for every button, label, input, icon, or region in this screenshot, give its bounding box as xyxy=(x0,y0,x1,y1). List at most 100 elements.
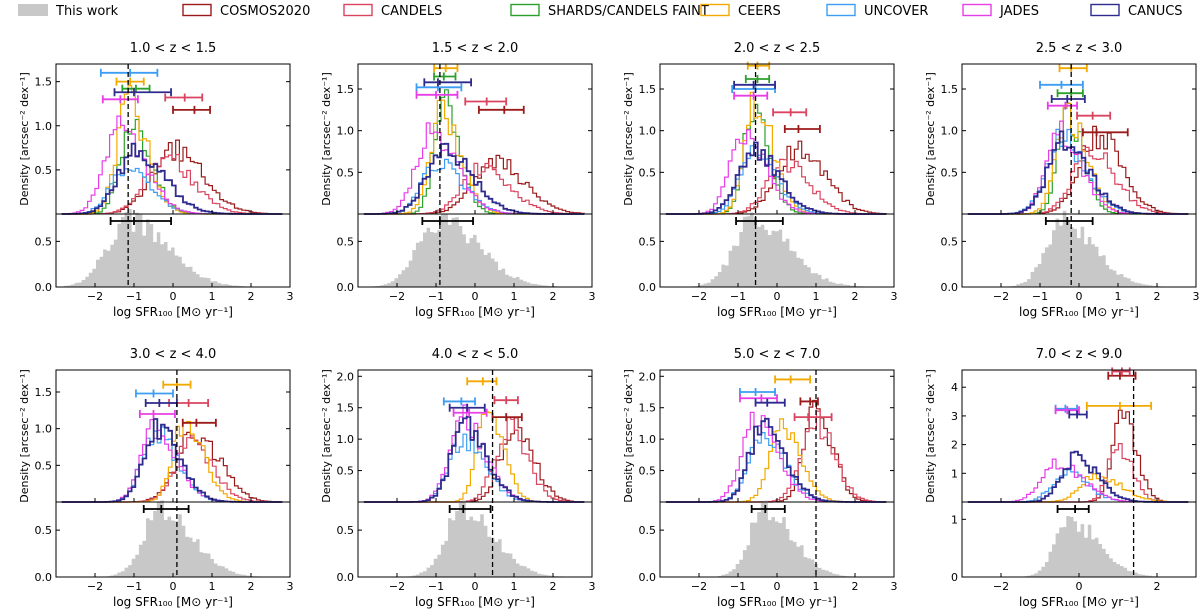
ytick-label-bottom: 0.5 xyxy=(639,524,657,537)
xtick-label: 0 xyxy=(1076,290,1083,303)
errorbar-ceers xyxy=(746,61,771,70)
legend-label-jades: JADES xyxy=(999,4,1039,19)
ytick-label-top: 1.5 xyxy=(337,402,355,415)
legend-swatch-ceers xyxy=(700,3,730,17)
legend-swatch-jades xyxy=(962,3,992,17)
xlabel: log SFR₁₀₀ [M⊙ yr⁻¹] xyxy=(1019,305,1139,319)
histogram-shards-candels-faint xyxy=(61,118,283,215)
ytick-label-top: 1.5 xyxy=(35,386,53,399)
ytick-label-bottom: 0.0 xyxy=(337,571,355,584)
histogram-candels xyxy=(665,410,887,503)
survey-histograms xyxy=(61,418,283,503)
errorbar-uncover xyxy=(442,397,476,406)
errorbar-this-work xyxy=(750,505,786,513)
xtick-label: 3 xyxy=(589,290,596,303)
xtick-label: −1 xyxy=(730,580,746,593)
errorbar-ceers xyxy=(115,77,145,86)
errorbar-canucs xyxy=(113,88,172,97)
xlabel: log SFR₁₀₀ [M⊙ yr⁻¹] xyxy=(717,595,837,609)
errorbar-ceers xyxy=(1085,401,1153,410)
xtick-label: 1 xyxy=(1115,290,1122,303)
panel-title: 7.0 < z < 9.0 xyxy=(1036,347,1123,362)
xtick-label: 0 xyxy=(1076,580,1083,593)
ytick-label-top: 0.5 xyxy=(337,166,355,179)
xtick-label: 3 xyxy=(891,290,898,303)
errorbar-shards-candels-faint xyxy=(1056,89,1084,98)
ytick-label-bottom: 0.0 xyxy=(337,281,355,294)
ytick-label-top: 2 xyxy=(951,439,958,452)
histogram-ceers xyxy=(665,91,887,215)
ytick-label-bottom: 0.5 xyxy=(639,235,657,248)
survey-histograms xyxy=(363,404,585,503)
errorbar-cosmos2020 xyxy=(799,397,819,406)
ytick-label-bottom: 0.5 xyxy=(337,524,355,537)
survey-errorbars xyxy=(731,61,821,133)
xtick-label: 0 xyxy=(170,580,177,593)
survey-errorbars xyxy=(135,380,217,427)
legend-label-uncover: UNCOVER xyxy=(864,4,928,19)
errorbar-uncover xyxy=(1054,404,1078,413)
histogram-this-work xyxy=(63,500,279,577)
survey-histograms xyxy=(363,89,585,215)
histogram-this-work xyxy=(63,209,279,287)
ytick-label-top: 1 xyxy=(951,467,958,480)
ytick-label-bottom: 0.0 xyxy=(35,571,53,584)
errorbar-candels xyxy=(1111,367,1131,376)
xtick-label: −1 xyxy=(126,580,142,593)
panel-title: 1.5 < z < 2.0 xyxy=(432,41,519,56)
survey-histograms xyxy=(967,409,1189,503)
xtick-label: 2 xyxy=(1154,580,1161,593)
panels: 1.0 < z < 1.5 0.5 1.0 1.5 0.0 0.5 −2 −1 0 1 2 3 Dens… xyxy=(18,41,1200,609)
errorbar-candels xyxy=(464,97,508,106)
panel-5: 3.0 < z < 4.0 0.5 1.0 1.5 0.0 0.5 −2 −1 0 1 2 3 Dens… xyxy=(18,347,294,609)
errorbar-ceers xyxy=(1058,64,1088,73)
legend-swatch-cosmos2020 xyxy=(182,3,212,17)
errorbar-canucs xyxy=(1050,95,1086,103)
xtick-label: 2 xyxy=(1154,290,1161,303)
ytick-label-top: 1.5 xyxy=(639,83,657,96)
xtick-label: 2 xyxy=(550,290,557,303)
ylabel: Density [arcsec⁻² dex⁻¹] xyxy=(18,72,31,206)
errorbar-cosmos2020 xyxy=(783,125,821,133)
ytick-label-top: 1.0 xyxy=(337,125,355,138)
panel-title: 2.5 < z < 3.0 xyxy=(1036,41,1123,56)
histogram-this-work xyxy=(667,500,883,577)
histogram-shards-candels-faint xyxy=(665,103,887,215)
legend-label-this-work: This work xyxy=(55,4,119,19)
xtick-label: 0 xyxy=(774,580,781,593)
xtick-label: 2 xyxy=(248,580,255,593)
xlabel: log SFR₁₀₀ [M⊙ yr⁻¹] xyxy=(415,595,535,609)
survey-errorbars xyxy=(1039,64,1129,137)
survey-histograms xyxy=(665,91,887,215)
axes-top xyxy=(55,63,291,215)
survey-errorbars xyxy=(442,377,523,422)
errorbar-jades xyxy=(138,410,176,418)
ytick-label-top: 1.0 xyxy=(639,125,657,138)
histogram-candels xyxy=(61,154,283,215)
histogram-this-work xyxy=(667,212,883,287)
panel-4: 2.5 < z < 3.0 0.5 1.0 1.5 0.0 0.5 −2 −1 0 1 2 3 Dens… xyxy=(924,41,1200,319)
ytick-label-top: 1.5 xyxy=(941,83,959,96)
ytick-label-top: 1.5 xyxy=(35,76,53,89)
xtick-label: 0 xyxy=(472,580,479,593)
ylabel: Density [arcsec⁻² dex⁻¹] xyxy=(622,72,635,206)
ytick-label-top: 0.5 xyxy=(337,465,355,478)
panel-7: 5.0 < z < 7.0 0.5 1.0 1.5 2.0 0.0 0.5 −2 −1 0 1 2 3 D… xyxy=(622,347,898,609)
errorbar-canucs xyxy=(1068,410,1088,419)
ytick-label-top: 1.0 xyxy=(941,125,959,138)
ytick-label-bottom: 0.5 xyxy=(35,524,53,537)
ytick-label-bottom: 0.0 xyxy=(35,281,53,294)
ytick-label-top: 4 xyxy=(951,381,958,394)
histogram-cosmos2020 xyxy=(61,139,283,215)
panel-title: 1.0 < z < 1.5 xyxy=(130,41,217,56)
errorbar-uncover xyxy=(135,389,174,398)
ytick-label-top: 0.5 xyxy=(941,166,959,179)
errorbar-jades xyxy=(452,408,488,417)
errorbar-jades xyxy=(739,394,778,403)
xtick-label: −2 xyxy=(389,290,405,303)
ytick-label-top: 0.5 xyxy=(35,164,53,177)
survey-histograms xyxy=(61,85,283,215)
axes-top xyxy=(357,369,593,503)
errorbar-jades xyxy=(1046,101,1078,110)
xlabel: log SFR₁₀₀ [M⊙ yr⁻¹] xyxy=(717,305,837,319)
